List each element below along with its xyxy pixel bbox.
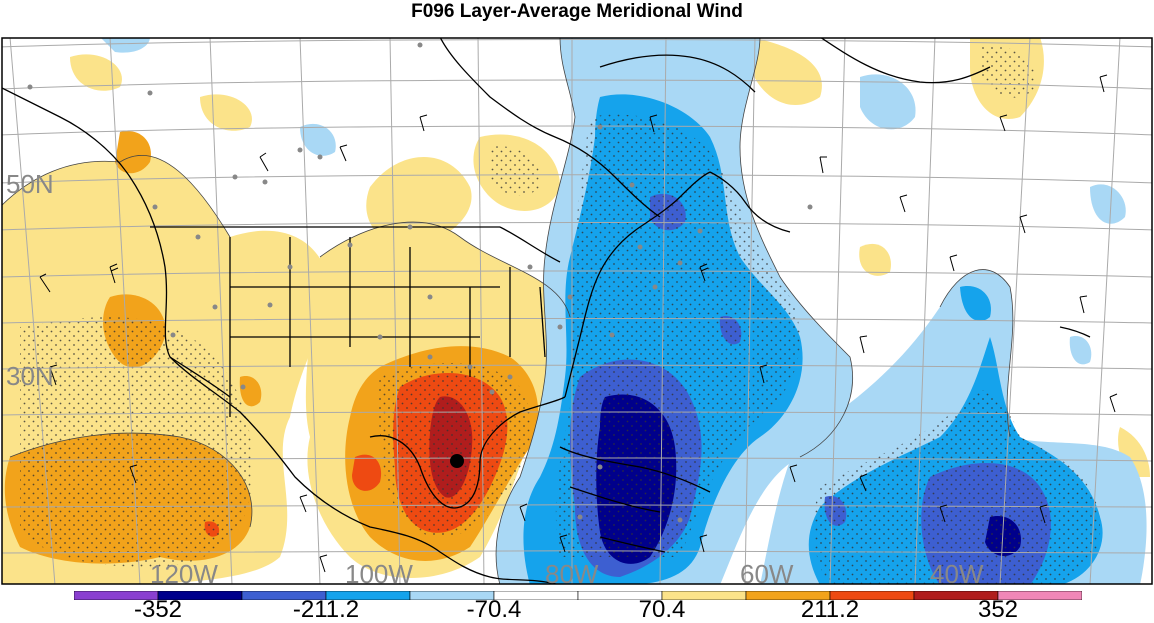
colorbar-label-pos211: 211.2 — [800, 596, 860, 623]
colorbar-label-pos352: 352 — [977, 596, 1019, 623]
stippling — [20, 46, 1100, 584]
colorbar-label-pos70: 70.4 — [638, 596, 686, 623]
lon-label-60w: 60W — [740, 559, 794, 585]
wind-barbs — [39, 74, 1118, 573]
lat-label-50n: 50N — [6, 169, 54, 199]
lat-label-30n: 30N — [6, 361, 54, 391]
lon-label-40w: 40W — [930, 559, 984, 585]
lon-label-100w: 100W — [345, 559, 413, 585]
colorbar-swatch — [997, 591, 1082, 600]
map-frame — [1, 37, 1153, 585]
colorbar-labels: -352 -211.2 -70.4 70.4 211.2 352 — [0, 598, 1154, 622]
lon-label-120w: 120W — [150, 559, 218, 585]
contour-lines — [2, 38, 1014, 584]
colorbar-label-neg211: -211.2 — [292, 596, 360, 623]
colorbar-label-neg70: -70.4 — [466, 596, 522, 623]
colorbar — [74, 591, 1082, 600]
chart-title: F096 Layer-Average Meridional Wind — [411, 1, 743, 22]
lat-lon-grid — [2, 38, 1152, 584]
storm-center-dot — [450, 454, 464, 468]
lon-label-80w: 80W — [545, 559, 599, 585]
meridional-wind-map: 50N 30N 120W 100W 80W 60W 40W — [0, 37, 1154, 585]
colorbar-label-neg352: -352 — [133, 596, 183, 623]
station-dots — [27, 42, 813, 523]
coastlines-and-borders — [2, 38, 1091, 584]
